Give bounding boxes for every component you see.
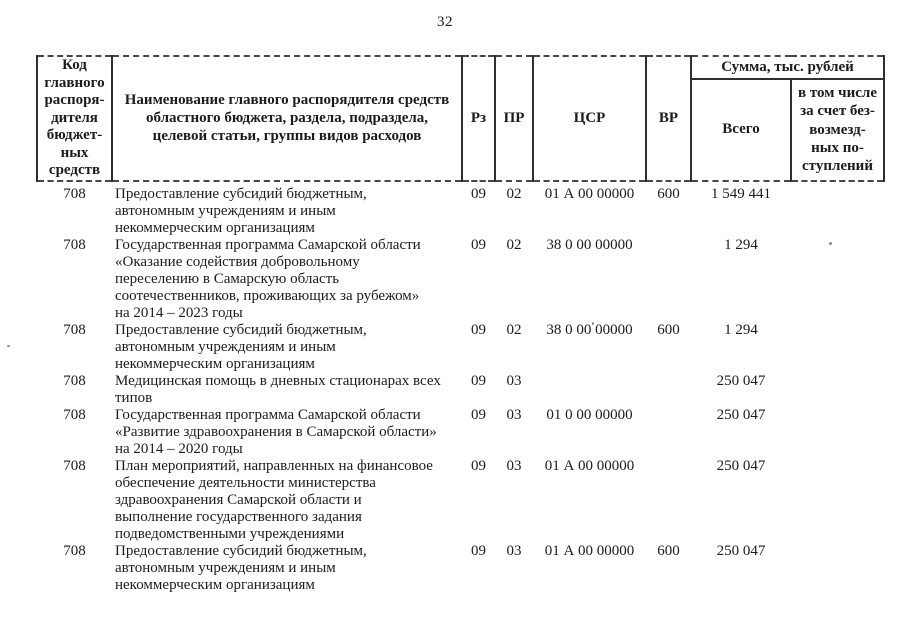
rz-cell: 09 [471, 542, 486, 559]
vr-cell [646, 237, 691, 322]
vr-cell [646, 407, 691, 458]
pr-cell: 02 [506, 236, 522, 253]
csr-cell: 01 0 00 00000 [546, 406, 633, 423]
rz-cell: 09 [471, 457, 486, 474]
total-cell: 1 549 441 [711, 185, 771, 202]
header-csr-column: ЦСР [532, 55, 647, 182]
table-row: 708 Предоставление субсидий бюджетным, а… [37, 543, 884, 594]
header-rz-column: Рз [461, 55, 496, 182]
total-cell: 250 047 [716, 457, 766, 474]
total-cell: 250 047 [716, 372, 766, 389]
code-cell: 708 [63, 236, 86, 253]
name-cell: Медицинская помощь в дневных стационарах… [115, 372, 441, 406]
header-vr-column: ВР [645, 55, 692, 182]
vr-cell: 600 [657, 542, 680, 559]
scan-speck [592, 322, 594, 325]
table-row: 708 Медицинская помощь в дневных стацион… [37, 373, 884, 407]
vr-cell [646, 373, 691, 407]
vr-cell: 600 [657, 321, 680, 338]
csr-cell [533, 373, 646, 407]
pr-cell: 02 [506, 321, 522, 338]
vr-cell: 600 [657, 185, 680, 202]
header-code-column: Код главного распоря- дителя бюджет- ных… [36, 55, 113, 182]
table-row: 708 Предоставление субсидий бюджетным, а… [37, 181, 884, 237]
table-row: 708 Государственная программа Самарской … [37, 237, 884, 322]
rz-cell: 09 [471, 185, 486, 202]
rz-cell: 09 [471, 321, 486, 338]
rz-cell: 09 [471, 236, 486, 253]
name-cell: Предоставление субсидий бюджетным, автон… [115, 321, 367, 372]
csr-cell: 38 0 00 00000 [546, 321, 633, 338]
gratuitous-cell [791, 407, 884, 458]
table-header: Код главного распоря- дителя бюджет- ных… [36, 54, 885, 182]
gratuitous-cell [791, 458, 884, 543]
vr-cell [646, 458, 691, 543]
code-cell: 708 [63, 542, 86, 559]
code-cell: 708 [63, 457, 86, 474]
name-cell: Предоставление субсидий бюджетным, автон… [115, 542, 367, 593]
gratuitous-cell [791, 322, 884, 373]
code-cell: 708 [63, 372, 86, 389]
header-gratuitous-column: в том числе за счет без- возмезд- ных по… [790, 79, 885, 182]
pr-cell: 03 [506, 542, 522, 559]
csr-cell: 01 А 00 00000 [544, 542, 635, 559]
gratuitous-cell [791, 373, 884, 407]
csr-cell: 38 0 00 00000 [546, 236, 633, 253]
csr-cell: 01 А 00 00000 [544, 185, 635, 202]
rz-cell: 09 [471, 372, 486, 389]
csr-cell: 01 А 00 00000 [544, 457, 635, 474]
header-sum-group: Сумма, тыс. рублей [690, 54, 885, 81]
budget-table: Код главного распоря- дителя бюджет- ных… [36, 54, 885, 594]
table-row: 708 План мероприятий, направленных на фи… [37, 458, 884, 543]
pr-cell: 03 [506, 406, 522, 423]
pr-cell: 03 [506, 372, 522, 389]
gratuitous-cell [791, 237, 884, 322]
total-cell: 250 047 [716, 406, 766, 423]
header-name-column: Наименование главного распорядителя сред… [111, 55, 463, 182]
name-cell: Государственная программа Самарской обла… [115, 236, 421, 321]
total-cell: 1 294 [724, 236, 758, 253]
total-cell: 250 047 [716, 542, 766, 559]
table-row: 708 Государственная программа Самарской … [37, 407, 884, 458]
name-cell: Предоставление субсидий бюджетным, автон… [115, 185, 367, 236]
table-row: 708 Предоставление субсидий бюджетным, а… [37, 322, 884, 373]
code-cell: 708 [63, 321, 86, 338]
table-body: 708 Предоставление субсидий бюджетным, а… [37, 181, 884, 594]
name-cell: Государственная программа Самарской обла… [115, 406, 437, 457]
scan-speck [7, 345, 10, 347]
pr-cell: 02 [506, 185, 522, 202]
code-cell: 708 [63, 185, 86, 202]
total-cell: 1 294 [724, 321, 758, 338]
header-pr-column: ПР [494, 55, 534, 182]
code-cell: 708 [63, 406, 86, 423]
header-total-column: Всего [690, 79, 792, 182]
scan-speck [829, 242, 832, 245]
gratuitous-cell [791, 543, 884, 594]
rz-cell: 09 [471, 406, 486, 423]
page-number: 32 [437, 14, 453, 30]
gratuitous-cell [791, 181, 884, 237]
name-cell: План мероприятий, направленных на финанс… [115, 457, 433, 542]
pr-cell: 03 [506, 457, 522, 474]
